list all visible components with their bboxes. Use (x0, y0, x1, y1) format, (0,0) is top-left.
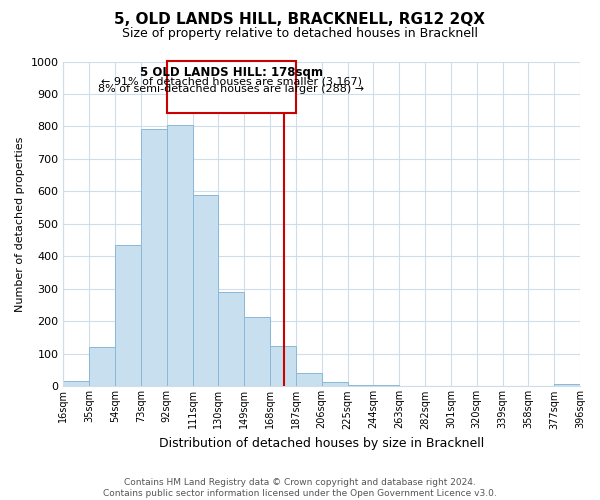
Text: 5 OLD LANDS HILL: 178sqm: 5 OLD LANDS HILL: 178sqm (140, 66, 323, 80)
Text: ← 91% of detached houses are smaller (3,167): ← 91% of detached houses are smaller (3,… (101, 76, 362, 86)
Bar (270, 346, 296, 387)
Text: 5, OLD LANDS HILL, BRACKNELL, RG12 2QX: 5, OLD LANDS HILL, BRACKNELL, RG12 2QX (115, 12, 485, 28)
Bar (115, 245, 141, 386)
Bar (64, 380, 89, 386)
Bar (167, 125, 193, 386)
Bar (554, 384, 580, 386)
Bar (167, 62, 296, 114)
Y-axis label: Number of detached properties: Number of detached properties (15, 136, 25, 312)
Bar (218, 292, 244, 386)
Text: Contains HM Land Registry data © Crown copyright and database right 2024.
Contai: Contains HM Land Registry data © Crown c… (103, 478, 497, 498)
Bar (141, 129, 167, 386)
Bar (347, 385, 373, 386)
Bar (244, 316, 270, 386)
Bar (193, 194, 218, 386)
Bar (89, 348, 115, 387)
Bar (322, 382, 347, 386)
Bar (296, 374, 322, 386)
Text: Size of property relative to detached houses in Bracknell: Size of property relative to detached ho… (122, 28, 478, 40)
X-axis label: Distribution of detached houses by size in Bracknell: Distribution of detached houses by size … (159, 437, 484, 450)
Text: 8% of semi-detached houses are larger (288) →: 8% of semi-detached houses are larger (2… (98, 84, 364, 94)
